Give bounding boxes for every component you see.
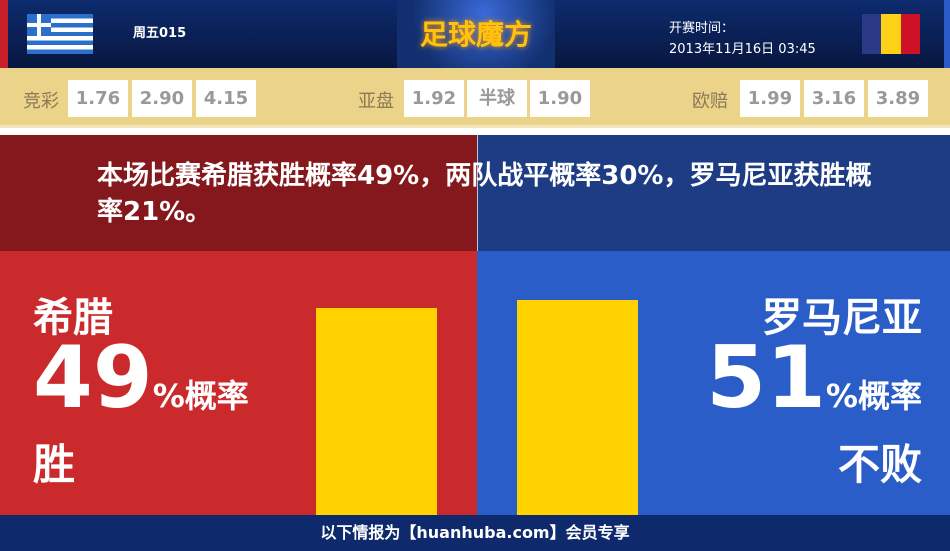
away-percent: 51%概率: [706, 333, 922, 441]
logo: 足球魔方: [397, 0, 555, 68]
member-footer[interactable]: 以下情报为【huanhuba.com】会员专享: [0, 515, 950, 551]
home-team-name: 希腊: [33, 295, 113, 341]
oupei-label: 欧赔: [692, 91, 728, 112]
odds-value: 半球: [467, 80, 527, 117]
odds-value: 3.89: [868, 80, 928, 117]
home-probability-bar: [316, 308, 437, 515]
summary-panel-home: [0, 135, 477, 251]
probability-summary: 本场比赛希腊获胜概率49%，两队战平概率30%，罗马尼亚获胜概率21%。: [97, 161, 872, 227]
home-outcome: 胜: [33, 440, 76, 489]
odds-value: 1.90: [530, 80, 590, 117]
odds-value: 4.15: [196, 80, 256, 117]
home-percent: 49%概率: [33, 333, 249, 441]
home-percent-suffix: %概率: [152, 377, 249, 415]
odds-value: 2.90: [132, 80, 192, 117]
jingcai-label: 竞彩: [23, 91, 59, 112]
away-percent-value: 51: [706, 328, 826, 428]
odds-value: 3.16: [804, 80, 864, 117]
kickoff-label: 开赛时间：: [669, 21, 735, 36]
away-percent-suffix: %概率: [825, 377, 922, 415]
odds-value: 1.92: [404, 80, 464, 117]
odds-bar: 竞彩 1.76 2.90 4.15 亚盘 1.92 半球 1.90 欧赔 1.9…: [0, 68, 950, 128]
odds-value: 1.99: [740, 80, 800, 117]
away-outcome: 不败: [837, 440, 922, 489]
yapan-label: 亚盘: [358, 91, 394, 112]
romania-flag-icon: [862, 14, 920, 54]
kickoff-time: 2013年11月16日 03:45: [669, 42, 816, 57]
summary-panel-away: [477, 135, 950, 251]
greece-flag-icon: [27, 14, 93, 54]
home-percent-value: 49: [33, 328, 153, 428]
odds-value: 1.76: [68, 80, 128, 117]
match-number: 周五015: [133, 26, 187, 41]
away-team-name: 罗马尼亚: [762, 295, 922, 341]
away-probability-bar: [517, 300, 638, 515]
